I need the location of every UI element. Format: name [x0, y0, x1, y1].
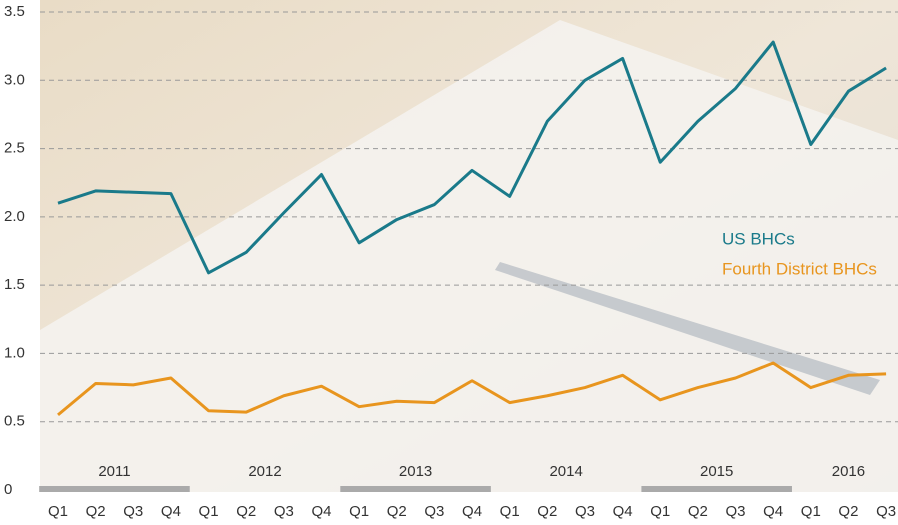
y-tick-label: 3.5	[4, 3, 25, 20]
x-tick-label: Q1	[650, 503, 670, 520]
series-line	[57, 361, 887, 417]
x-tick-label: Q3	[876, 503, 896, 520]
x-tick-label: Q2	[387, 503, 407, 520]
year-band	[39, 486, 190, 492]
x-tick-label: Q4	[763, 503, 783, 520]
y-tick-label: 2.5	[4, 140, 25, 157]
x-tick-label: Q2	[688, 503, 708, 520]
year-label: 2016	[832, 463, 865, 480]
x-tick-label: Q4	[613, 503, 633, 520]
year-label: 2014	[549, 463, 582, 480]
x-tick-label: Q1	[349, 503, 369, 520]
x-tick-label: Q2	[236, 503, 256, 520]
year-band	[641, 486, 792, 492]
x-tick-label: Q4	[311, 503, 331, 520]
x-tick-label: Q3	[123, 503, 143, 520]
year-label: 2015	[700, 463, 733, 480]
year-band	[340, 486, 491, 492]
y-tick-label: 0	[4, 481, 12, 498]
legend-label: Fourth District BHCs	[722, 259, 877, 278]
x-tick-label: Q4	[462, 503, 482, 520]
x-tick-label: Q2	[86, 503, 106, 520]
x-tick-label: Q3	[726, 503, 746, 520]
y-tick-label: 1.0	[4, 344, 25, 361]
year-label: 2013	[399, 463, 432, 480]
x-tick-label: Q3	[424, 503, 444, 520]
y-tick-label: 2.0	[4, 208, 25, 225]
year-label: 2012	[248, 463, 281, 480]
x-tick-label: Q1	[801, 503, 821, 520]
y-tick-label: 1.5	[4, 276, 25, 293]
x-tick-label: Q1	[500, 503, 520, 520]
x-tick-label: Q3	[274, 503, 294, 520]
series-line	[57, 40, 887, 275]
x-tick-label: Q1	[48, 503, 68, 520]
x-tick-label: Q4	[161, 503, 181, 520]
year-label: 2011	[98, 463, 130, 480]
x-tick-label: Q2	[838, 503, 858, 520]
y-tick-label: 0.5	[4, 413, 25, 430]
legend-label: US BHCs	[722, 229, 795, 248]
x-tick-label: Q3	[575, 503, 595, 520]
y-tick-label: 3.0	[4, 71, 25, 88]
x-tick-label: Q2	[537, 503, 557, 520]
pen	[495, 262, 880, 395]
x-tick-label: Q1	[199, 503, 219, 520]
